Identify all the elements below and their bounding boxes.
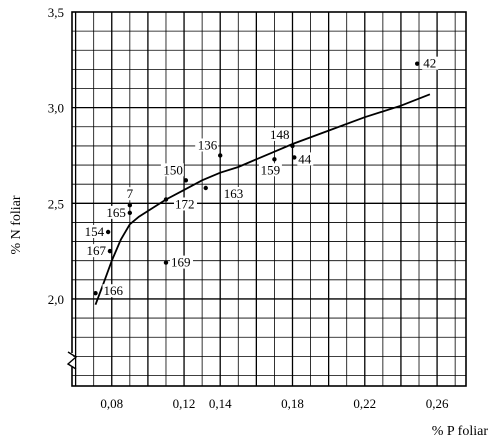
data-label-bg	[267, 127, 291, 141]
data-point-159	[272, 157, 277, 162]
data-label-bg	[195, 138, 219, 152]
data-label-bg	[125, 187, 135, 201]
data-label-bg	[83, 244, 107, 258]
data-label-bg	[160, 163, 184, 177]
data-label-7: 7	[127, 186, 134, 201]
data-label-bg	[422, 56, 439, 70]
data-label-bg	[258, 163, 282, 177]
x-tick-labels: 0,08 0,12 0,14 0,18 0,22 0,26	[100, 396, 449, 411]
y-axis-break	[66, 351, 78, 370]
data-label-150: 150	[163, 162, 183, 177]
data-label-bg	[82, 225, 106, 238]
data-label-bg	[297, 152, 314, 166]
data-point-42	[415, 61, 420, 66]
data-label-bg	[102, 284, 126, 298]
data-label-163: 163	[224, 186, 244, 201]
x-axis-label: % P foliar	[432, 424, 489, 439]
fit-curve	[94, 93, 431, 306]
data-point-169	[163, 260, 169, 265]
y-tick-label: 2,0	[48, 292, 64, 307]
y-tick-label: 3,5	[48, 5, 64, 20]
data-point-163	[203, 185, 208, 191]
data-point-166	[93, 291, 98, 296]
y-tick-labels: 2,0 2,5 3,0 3,5	[48, 5, 64, 307]
x-tick-label: 0,18	[281, 396, 304, 411]
x-tick-label: 0,08	[100, 396, 123, 411]
y-tick-label: 3,0	[48, 101, 64, 116]
data-point-136	[218, 153, 223, 158]
data-point-154	[105, 229, 111, 235]
data-point-148	[290, 143, 295, 149]
y-tick-label: 2,5	[48, 196, 64, 211]
y-axis-label: % N foliar	[9, 195, 24, 254]
data-label-169: 169	[171, 255, 191, 270]
data-label-136: 136	[198, 137, 218, 152]
data-point-7	[127, 203, 133, 208]
data-point-165	[127, 210, 133, 216]
data-label-159: 159	[261, 162, 281, 177]
data-point-172	[163, 197, 169, 202]
data-label-154: 154	[85, 224, 105, 239]
x-tick-label: 0,14	[209, 396, 232, 411]
data-label-bg	[173, 197, 197, 211]
data-label-172: 172	[175, 196, 195, 211]
data-label-165: 165	[106, 205, 126, 220]
data-label-bg	[169, 255, 193, 269]
data-point-167	[107, 248, 113, 254]
data-label-166: 166	[103, 283, 123, 298]
data-point-150	[183, 178, 189, 183]
data-label-bg	[222, 187, 246, 200]
data-point-44	[292, 155, 297, 160]
data-label-148: 148	[270, 127, 290, 142]
data-label-42: 42	[423, 56, 436, 71]
plot-frame	[71, 11, 467, 387]
data-label-167: 167	[86, 243, 106, 258]
x-tick-label: 0,22	[353, 396, 376, 411]
data-label-44: 44	[298, 151, 312, 166]
x-tick-label: 0,12	[173, 396, 196, 411]
x-tick-label: 0,26	[426, 396, 449, 411]
data-label-bg	[103, 205, 127, 219]
